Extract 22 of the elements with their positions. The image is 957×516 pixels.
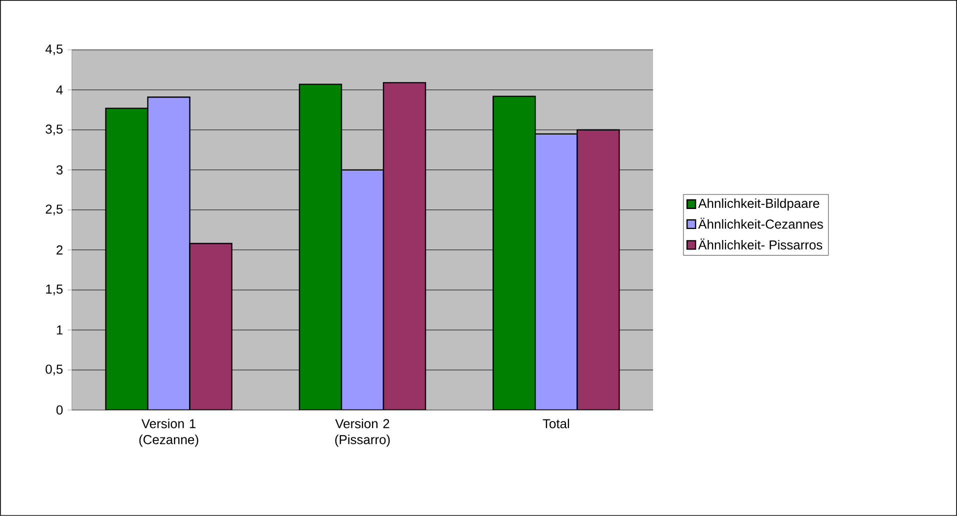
bar: [340, 169, 384, 410]
y-tick-label: 3: [56, 165, 63, 175]
y-tick-label: 3,5: [46, 124, 63, 136]
legend-label: Ahnlichkeit-Bildpaare: [698, 198, 820, 211]
y-tick-label: 0: [56, 405, 63, 415]
y-tick-label: 0,5: [46, 364, 63, 376]
y-tick-label: 1,5: [46, 284, 63, 296]
bar: [105, 108, 148, 410]
y-tick-label: 4,5: [45, 44, 63, 56]
bar: [298, 84, 342, 410]
x-tick-label: Version 2 (Pissarro): [335, 418, 390, 447]
bar: [147, 96, 190, 410]
legend-label: Ähnlichkeit- Pissarros: [698, 238, 822, 250]
x-tick-label: Version 1 (Cezanne): [139, 418, 198, 447]
y-tick-label: 1: [56, 326, 63, 334]
bar: [492, 96, 536, 410]
y-tick-label: 2,5: [46, 204, 63, 216]
y-tick-label: 2: [56, 245, 62, 255]
bar: [534, 133, 578, 410]
x-tick-label: Total: [542, 418, 570, 428]
legend-label: Ähnlichkeit-Cezannes: [698, 218, 823, 229]
y-tick-label: 4: [56, 86, 63, 94]
